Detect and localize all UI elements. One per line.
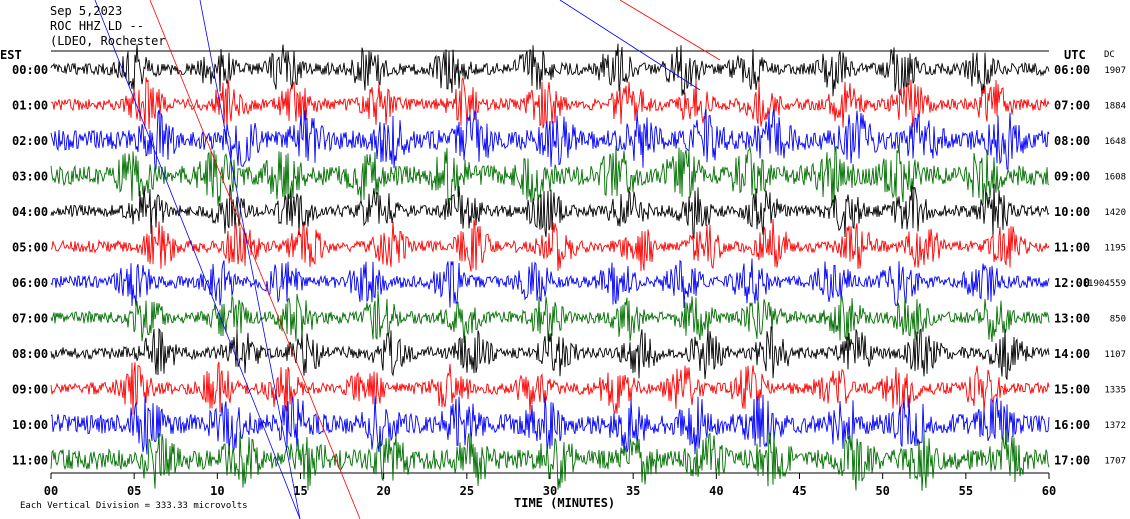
est-time-label: 03:00 (12, 170, 48, 184)
utc-time-label: 17:00 (1054, 454, 1090, 468)
utc-time-label: 15:00 (1054, 383, 1090, 397)
x-tick-label: 40 (709, 484, 723, 498)
trace-1000 (50, 394, 1050, 455)
scale-note: Each Vertical Division = 333.33 microvol… (20, 501, 248, 511)
est-time-label: 06:00 (12, 276, 48, 290)
dc-offset-label: 1907 (1104, 66, 1126, 76)
dc-offset-label: 1884 (1104, 102, 1126, 112)
trace-0900 (50, 361, 1050, 416)
est-time-label: 09:00 (12, 383, 48, 397)
event-line (94, 0, 301, 519)
event-line (149, 0, 361, 519)
utc-time-label: 14:00 (1054, 347, 1090, 361)
x-axis-title: TIME (MINUTES) (514, 496, 616, 510)
x-tick-label: 60 (1042, 484, 1056, 498)
est-time-label: 10:00 (12, 418, 48, 432)
utc-time-label: 12:00 (1054, 276, 1090, 290)
trace-0500 (50, 219, 1050, 272)
est-time-label: 11:00 (12, 454, 48, 468)
x-tick-label: 55 (959, 484, 973, 498)
trace-0000 (50, 43, 1050, 97)
utc-time-label: 09:00 (1054, 170, 1090, 184)
utc-time-label: 06:00 (1054, 63, 1090, 77)
dc-offset-label: 1420 (1104, 208, 1126, 218)
station-label: ROC HHZ LD -- (50, 19, 144, 33)
dc-offset-label: 1372 (1104, 421, 1126, 431)
utc-time-label: 16:00 (1054, 418, 1090, 432)
x-tick-label: 25 (460, 484, 474, 498)
x-tick-label: 30 (543, 484, 557, 498)
x-tick-label: 10 (210, 484, 224, 498)
dc-offset-label: 1707 (1104, 457, 1126, 467)
event-line (559, 0, 701, 91)
dc-column-title: DC (1104, 50, 1115, 60)
est-time-label: 00:00 (12, 63, 48, 77)
dc-offset-label: 1608 (1104, 173, 1126, 183)
trace-0200 (50, 108, 1050, 170)
est-time-label: 04:00 (12, 205, 48, 219)
est-axis-title: EST (0, 48, 22, 62)
trace-0600 (50, 258, 1050, 309)
utc-time-label: 07:00 (1054, 99, 1090, 113)
x-tick-label: 45 (792, 484, 806, 498)
utc-axis-title: UTC (1064, 48, 1086, 62)
dc-offset-label: 1648 (1104, 137, 1126, 147)
date-label: Sep 5,2023 (50, 4, 123, 18)
dc-offset-label: 1195 (1104, 244, 1126, 254)
est-time-label: 05:00 (12, 241, 48, 255)
est-time-label: 08:00 (12, 347, 48, 361)
trace-0400 (50, 183, 1050, 240)
utc-time-label: 11:00 (1054, 241, 1090, 255)
trace-0700 (50, 290, 1050, 344)
x-tick-label: 50 (875, 484, 889, 498)
trace-0100 (50, 76, 1050, 130)
dc-offset-label: 1107 (1104, 350, 1126, 360)
x-tick-label: 35 (626, 484, 640, 498)
utc-time-label: 13:00 (1054, 312, 1090, 326)
dc-offset-label: 850 (1110, 315, 1126, 325)
event-line (199, 0, 301, 519)
x-tick-label: 15 (293, 484, 307, 498)
est-time-label: 01:00 (12, 99, 48, 113)
est-time-label: 07:00 (12, 312, 48, 326)
est-time-label: 02:00 (12, 134, 48, 148)
x-tick-label: 05 (127, 484, 141, 498)
utc-time-label: 08:00 (1054, 134, 1090, 148)
dc-offset-label: -11904559 (1077, 279, 1126, 289)
x-tick-label: 00 (44, 484, 58, 498)
event-line (619, 0, 721, 61)
x-tick-label: 20 (376, 484, 390, 498)
trace-0800 (50, 326, 1050, 380)
network-label: (LDEO, Rochester (50, 34, 166, 48)
dc-offset-label: 1335 (1104, 386, 1126, 396)
trace-0300 (50, 145, 1050, 206)
utc-time-label: 10:00 (1054, 205, 1090, 219)
